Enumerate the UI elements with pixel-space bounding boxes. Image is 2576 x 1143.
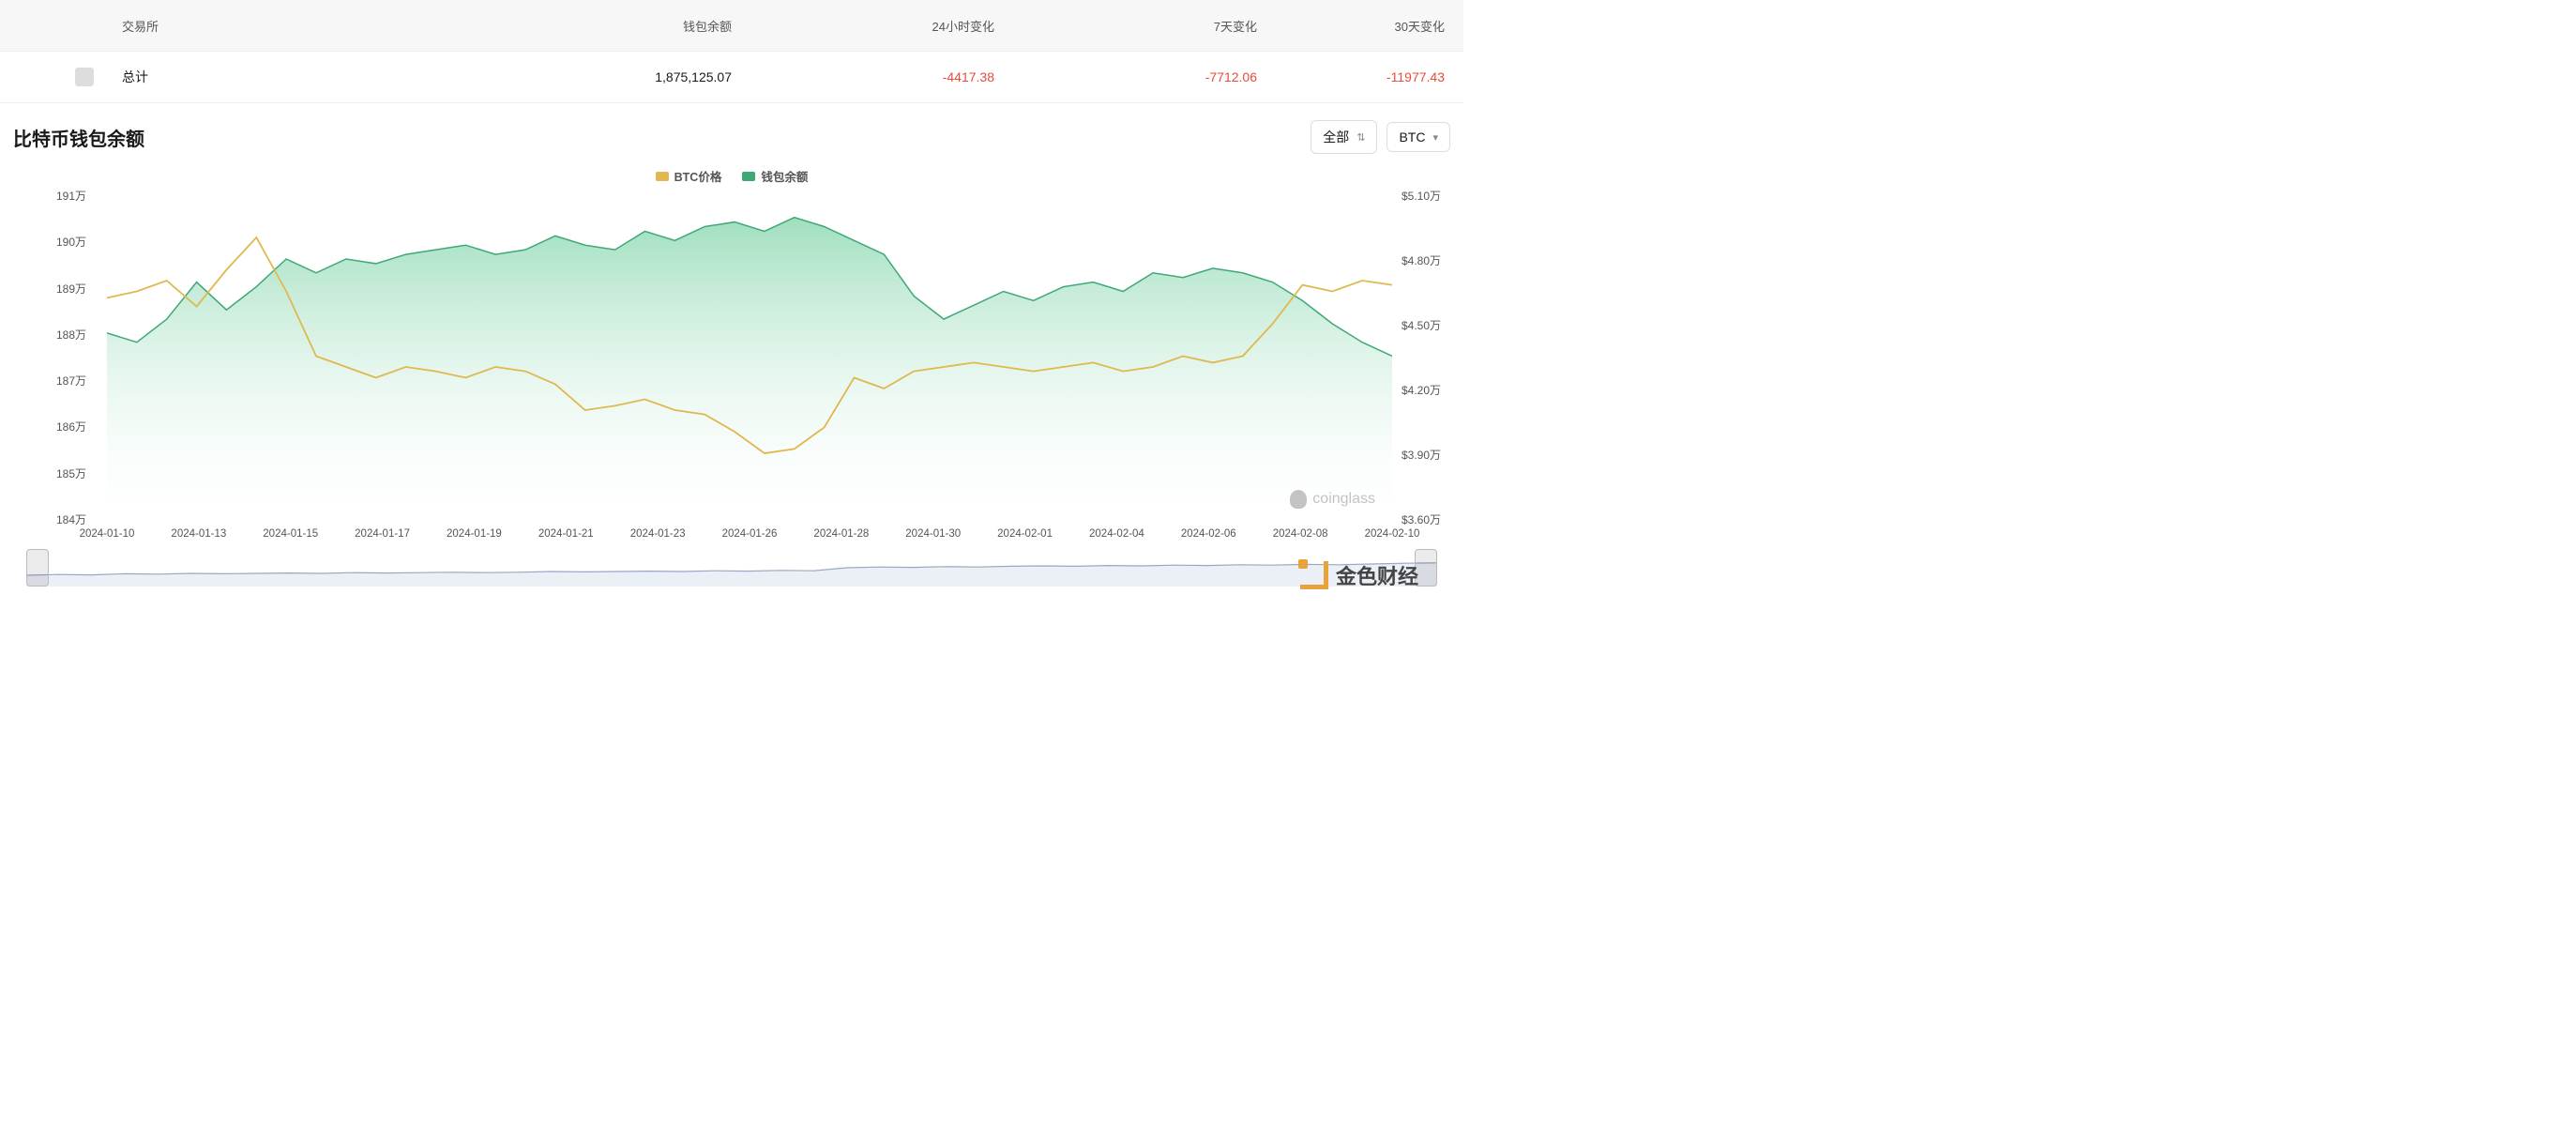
legend-swatch-balance xyxy=(742,172,755,181)
y-left-tick: 190万 xyxy=(56,234,86,250)
x-tick: 2024-01-21 xyxy=(538,528,594,540)
y-left-tick: 188万 xyxy=(56,327,86,343)
legend-price[interactable]: BTC价格 xyxy=(656,167,722,185)
chevron-updown-icon: ⇅ xyxy=(1356,131,1365,144)
y-right-tick: $4.20万 xyxy=(1402,382,1441,398)
x-tick: 2024-01-28 xyxy=(813,528,869,540)
chart-title: 比特币钱包余额 xyxy=(13,124,1301,151)
brand-icon xyxy=(1300,561,1328,589)
row-7d: -7712.06 xyxy=(1013,69,1276,84)
legend-swatch-price xyxy=(656,172,669,181)
chart-svg xyxy=(107,194,1392,523)
x-tick: 2024-01-19 xyxy=(447,528,502,540)
legend-balance[interactable]: 钱包余额 xyxy=(742,167,808,185)
x-tick: 2024-01-17 xyxy=(355,528,410,540)
row-balance: 1,875,125.07 xyxy=(272,69,750,84)
summary-table: 交易所 钱包余额 24小时变化 7天变化 30天变化 总计 1,875,125.… xyxy=(0,0,1463,103)
x-tick: 2024-02-04 xyxy=(1089,528,1144,540)
range-select[interactable]: 全部 ⇅ xyxy=(1311,120,1377,154)
x-tick: 2024-01-10 xyxy=(80,528,135,540)
row-icon xyxy=(75,68,94,86)
chart-container: BTC价格 钱包余额 coinglass 184万 185万 186万 187万 188… xyxy=(0,163,1463,587)
table-row-total: 总计 1,875,125.07 -4417.38 -7712.06 -11977… xyxy=(0,52,1463,103)
hdr-balance: 钱包余额 xyxy=(272,17,750,35)
x-tick: 2024-02-10 xyxy=(1365,528,1420,540)
chart-plot[interactable]: coinglass 184万185万186万187万188万189万190万19… xyxy=(13,194,1450,541)
chart-titlebar: 比特币钱包余额 全部 ⇅ BTC ▾ xyxy=(0,103,1463,163)
y-right-tick: $4.80万 xyxy=(1402,252,1441,268)
row-30d: -11977.43 xyxy=(1276,69,1463,84)
x-tick: 2024-01-26 xyxy=(722,528,778,540)
ghost-icon xyxy=(1290,490,1307,509)
row-24h: -4417.38 xyxy=(750,69,1013,84)
x-tick: 2024-01-15 xyxy=(263,528,318,540)
brush-svg xyxy=(26,549,1437,587)
y-left-tick: 189万 xyxy=(56,281,86,297)
table-header: 交易所 钱包余额 24小时变化 7天变化 30天变化 xyxy=(0,0,1463,52)
brush-handle-left[interactable] xyxy=(26,549,49,587)
y-left-tick: 191万 xyxy=(56,188,86,204)
chart-legend: BTC价格 钱包余额 xyxy=(13,163,1450,194)
x-tick: 2024-02-08 xyxy=(1273,528,1328,540)
unit-select[interactable]: BTC ▾ xyxy=(1386,122,1450,152)
brush-overview[interactable]: 金色财经 xyxy=(26,549,1437,587)
y-left-tick: 185万 xyxy=(56,465,86,481)
hdr-24h: 24小时变化 xyxy=(750,17,1013,35)
hdr-30d: 30天变化 xyxy=(1276,17,1463,35)
y-right-tick: $4.50万 xyxy=(1402,317,1441,333)
x-tick: 2024-01-13 xyxy=(171,528,226,540)
y-left-tick: 187万 xyxy=(56,373,86,389)
y-right-tick: $5.10万 xyxy=(1402,188,1441,204)
footer-brand: 金色财经 xyxy=(1300,560,1418,590)
watermark: coinglass xyxy=(1290,490,1375,509)
range-select-label: 全部 xyxy=(1323,128,1349,146)
row-name: 总计 xyxy=(122,68,272,86)
x-tick: 2024-01-23 xyxy=(630,528,686,540)
hdr-7d: 7天变化 xyxy=(1013,17,1276,35)
unit-select-label: BTC xyxy=(1399,130,1425,145)
hdr-exchange: 交易所 xyxy=(122,17,272,35)
y-left-tick: 184万 xyxy=(56,511,86,527)
x-tick: 2024-02-01 xyxy=(997,528,1053,540)
y-right-tick: $3.60万 xyxy=(1402,511,1441,527)
x-tick: 2024-02-06 xyxy=(1181,528,1236,540)
x-tick: 2024-01-30 xyxy=(905,528,961,540)
chevron-down-icon: ▾ xyxy=(1432,131,1438,144)
y-left-tick: 186万 xyxy=(56,419,86,434)
y-right-tick: $3.90万 xyxy=(1402,447,1441,463)
